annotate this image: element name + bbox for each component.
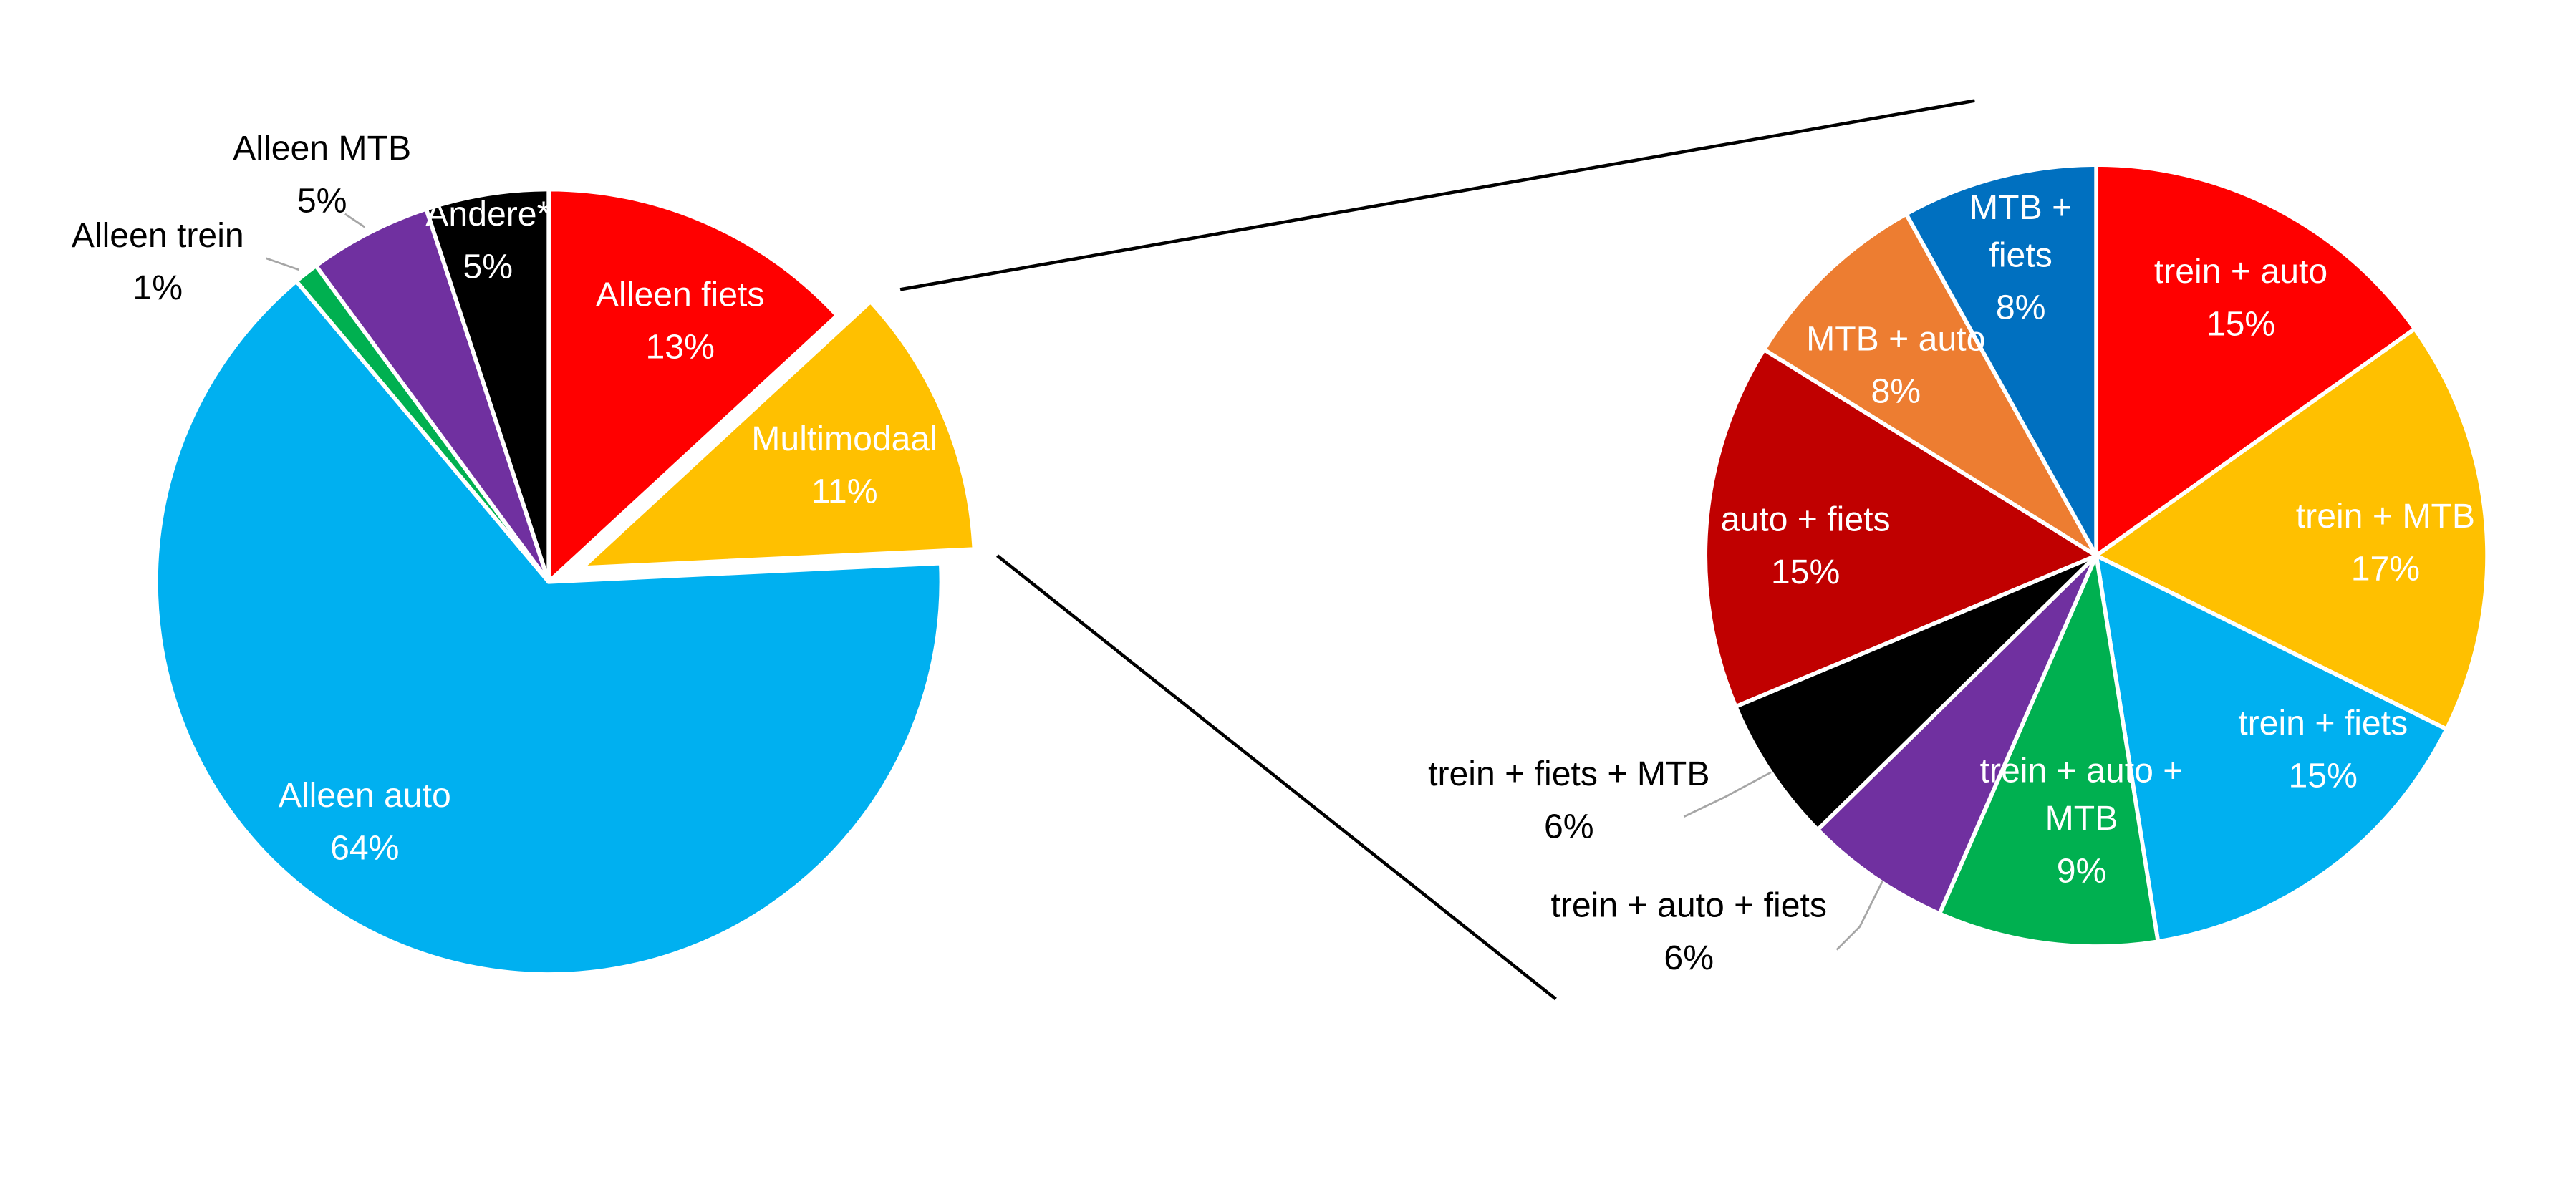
category-label-auto-fiets: auto + fiets	[1721, 500, 1891, 539]
category-label-trein-auto-mtb-line-2: MTB	[2045, 799, 2118, 838]
leader-lines	[266, 213, 1884, 951]
value-label-multimodaal: 11%	[811, 473, 878, 511]
pie-slice-multimodaal	[579, 299, 977, 571]
value-label-trein-auto-fiets: 6%	[1664, 939, 1714, 977]
category-label-alleen-auto: Alleen auto	[279, 776, 451, 815]
connector-lines	[899, 99, 1975, 1001]
leader-line-trein-auto-fiets	[1835, 880, 1884, 951]
main-pie	[154, 187, 977, 977]
connector-line-top	[899, 99, 1975, 291]
pie-slice-mtb-auto	[1762, 212, 2099, 558]
category-label-alleen-fiets: Alleen fiets	[596, 275, 765, 314]
detail-pie	[1703, 163, 2489, 949]
value-label-trein-fiets: 15%	[2289, 756, 2358, 795]
leader-line-trein-fiets-mtb	[1683, 771, 1772, 818]
pie-slice-auto-fiets	[1703, 347, 2099, 709]
value-label-trein-mtb: 17%	[2351, 549, 2420, 588]
data-labels: Alleen fiets 13% Multimodaal 11% Alleen auto…	[72, 129, 2475, 977]
category-label-alleen-mtb: Alleen MTB	[233, 129, 411, 168]
value-label-trein-auto: 15%	[2206, 305, 2275, 344]
leader-line-alleen-mtb	[344, 213, 366, 228]
pie-slice-alleen-mtb	[314, 206, 551, 584]
category-label-mtb-fiets-line-1: MTB +	[1969, 188, 2072, 227]
pie-slice-trein-mtb	[2094, 326, 2489, 732]
pie-slice-trein-auto-mtb	[1937, 553, 2161, 949]
value-label-alleen-auto: 64%	[330, 828, 399, 867]
value-label-alleen-trein: 1%	[132, 268, 183, 307]
value-label-auto-fiets: 15%	[1771, 553, 1840, 591]
category-label-alleen-trein: Alleen trein	[72, 216, 244, 255]
category-label-multimodaal: Multimodaal	[751, 420, 937, 458]
connector-line-bottom	[996, 554, 1557, 1001]
value-label-mtb-auto: 8%	[1871, 372, 1921, 411]
category-label-mtb-fiets-line-2: fiets	[1989, 236, 2052, 274]
pie-slice-mtb-fiets	[1904, 163, 2099, 558]
value-label-andere: 5%	[463, 247, 513, 286]
category-label-trein-fiets: trein + fiets	[2238, 704, 2408, 742]
category-label-trein-mtb: trein + MTB	[2296, 497, 2475, 536]
value-label-trein-fiets-mtb: 6%	[1544, 808, 1594, 846]
pie-slice-alleen-auto	[154, 278, 944, 977]
pie-slice-trein-fiets	[2094, 553, 2449, 944]
pie-slice-alleen-fiets	[546, 187, 839, 584]
category-label-trein-auto-mtb-line-1: trein + auto +	[1980, 752, 2184, 790]
value-label-trein-auto-mtb: 9%	[2057, 852, 2107, 891]
category-label-trein-fiets-mtb: trein + fiets + MTB	[1428, 755, 1709, 793]
value-label-mtb-fiets: 8%	[1996, 289, 2046, 327]
pie-slice-andere	[424, 187, 551, 584]
category-label-trein-auto-fiets: trein + auto + fiets	[1550, 886, 1826, 925]
value-label-alleen-mtb: 5%	[297, 182, 347, 221]
pie-slice-trein-auto-fiets	[1815, 553, 2099, 916]
category-label-mtb-auto: MTB + auto	[1806, 319, 1985, 358]
pie-slice-trein-auto	[2094, 163, 2417, 558]
value-label-alleen-fiets: 13%	[646, 328, 715, 367]
category-label-trein-auto: trein + auto	[2154, 252, 2327, 291]
leader-line-alleen-trein	[266, 257, 299, 271]
category-label-andere: Andere*	[425, 195, 550, 233]
